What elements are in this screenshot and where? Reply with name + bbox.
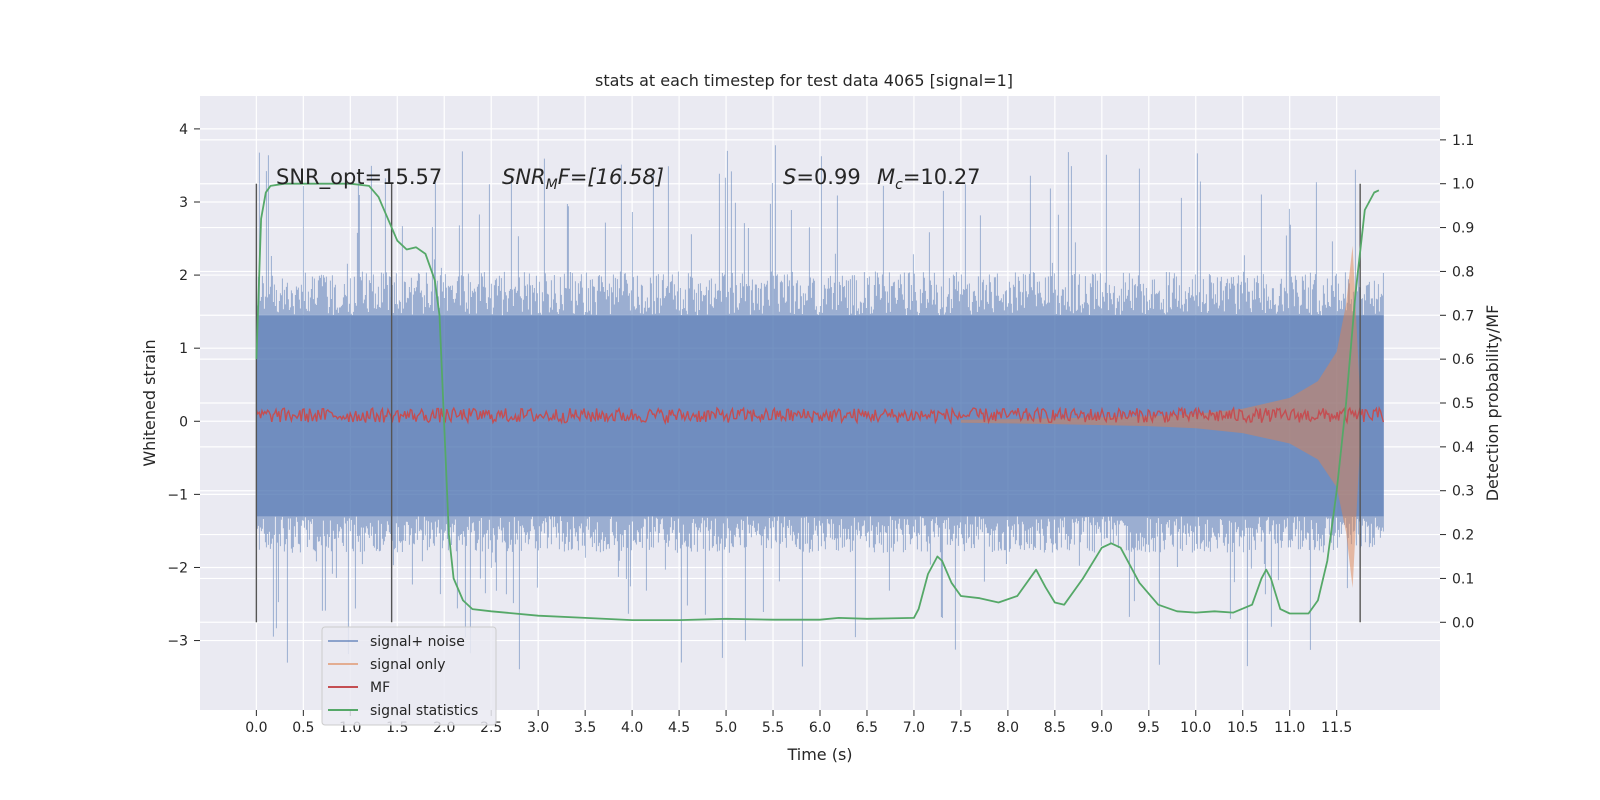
y-axis-left: 4 3 2 1 0 −1 −2 −3 bbox=[167, 122, 200, 650]
legend-label: MF bbox=[370, 680, 390, 696]
signal-only-area bbox=[960, 245, 1361, 588]
x-tick-label: 6.0 bbox=[809, 720, 831, 736]
x-tick-label: 7.0 bbox=[903, 720, 925, 736]
y2-tick-label: 1.0 bbox=[1452, 177, 1474, 193]
annotation-s: S=0.99 bbox=[783, 165, 861, 189]
y2-tick-label: 0.0 bbox=[1452, 615, 1474, 631]
x-tick-label: 10.0 bbox=[1180, 720, 1211, 736]
y-tick-label: 4 bbox=[179, 122, 188, 138]
x-tick-label: 4.5 bbox=[668, 720, 690, 736]
x-tick-label: 0.0 bbox=[245, 720, 267, 736]
annotation-snr-mf-sub: M bbox=[546, 177, 558, 193]
legend-label: signal only bbox=[370, 657, 445, 673]
y-axis-right: 1.1 1.0 0.9 0.8 0.7 0.6 0.5 0.4 0.3 0.2 0.1 0.0 bbox=[1440, 133, 1474, 631]
x-tick-label: 5.5 bbox=[762, 720, 784, 736]
y-tick-label: 3 bbox=[179, 195, 188, 211]
annotation-s-val: =0.99 bbox=[796, 165, 860, 189]
y-tick-label: 0 bbox=[179, 414, 188, 430]
annotation-snr-mf-rest: F=[16.58] bbox=[558, 165, 664, 189]
x-tick-label: 10.5 bbox=[1227, 720, 1258, 736]
y2-tick-label: 1.1 bbox=[1452, 133, 1474, 149]
x-tick-label: 11.0 bbox=[1274, 720, 1305, 736]
x-tick-label: 9.5 bbox=[1138, 720, 1160, 736]
legend-box bbox=[321, 626, 497, 726]
y-tick-label: 2 bbox=[179, 268, 188, 284]
annotation-mc-sub: c bbox=[895, 177, 903, 193]
annotation-snr-mf-base: SNR bbox=[502, 165, 546, 189]
x-tick-label: 0.5 bbox=[292, 720, 314, 736]
y2-tick-label: 0.2 bbox=[1452, 528, 1474, 544]
x-tick-label: 6.5 bbox=[856, 720, 878, 736]
chart-title: stats at each timestep for test data 406… bbox=[595, 71, 1013, 90]
annotation-mc-sym: M bbox=[877, 165, 895, 189]
y2-axis-label: Detection probability/MF bbox=[1483, 305, 1502, 502]
annotation-mc-val: =10.27 bbox=[903, 165, 981, 189]
y-tick-label: 1 bbox=[179, 341, 188, 357]
legend-label: signal statistics bbox=[370, 703, 478, 719]
signal-statistics-series bbox=[255, 182, 1380, 621]
x-tick-label: 8.0 bbox=[997, 720, 1019, 736]
x-axis-label: Time (s) bbox=[786, 745, 852, 764]
x-tick-label: 3.0 bbox=[527, 720, 549, 736]
x-tick-label: 9.0 bbox=[1091, 720, 1113, 736]
y2-tick-label: 0.4 bbox=[1452, 440, 1474, 456]
legend: signal+ noise signal only MF signal statist… bbox=[321, 626, 497, 726]
y-axis-label: Whitened strain bbox=[140, 339, 159, 466]
y-tick-label: −3 bbox=[167, 634, 188, 650]
annotation-s-sym: S bbox=[783, 165, 796, 189]
y2-tick-label: 0.5 bbox=[1452, 396, 1474, 412]
signal-statistics-line bbox=[255, 182, 1380, 621]
x-tick-label: 8.5 bbox=[1044, 720, 1066, 736]
legend-label: signal+ noise bbox=[370, 634, 465, 650]
y-tick-label: −1 bbox=[167, 487, 188, 503]
y2-tick-label: 0.7 bbox=[1452, 308, 1474, 324]
annotations: SNR_opt=15.57 SNRMF=[16.58] S=0.99 Mc=10… bbox=[276, 165, 981, 193]
annotation-mc: Mc=10.27 bbox=[877, 165, 981, 193]
signal-only-series bbox=[960, 245, 1361, 588]
y-tick-label: −2 bbox=[167, 560, 188, 576]
x-tick-label: 7.5 bbox=[950, 720, 972, 736]
y2-tick-label: 0.3 bbox=[1452, 484, 1474, 500]
y2-tick-label: 0.8 bbox=[1452, 264, 1474, 280]
x-tick-label: 11.5 bbox=[1321, 720, 1352, 736]
annotation-snr-mf: SNRMF=[16.58] bbox=[502, 165, 664, 193]
x-tick-label: 3.5 bbox=[574, 720, 596, 736]
x-tick-label: 5.0 bbox=[715, 720, 737, 736]
x-tick-label: 4.0 bbox=[621, 720, 643, 736]
y2-tick-label: 0.1 bbox=[1452, 571, 1474, 587]
annotation-snr-opt: SNR_opt=15.57 bbox=[276, 165, 442, 190]
x-axis: 0.0 0.5 1.0 1.5 2.0 2.5 3.0 3.5 4.0 4.5 5.0 5.5 6.0 6… bbox=[245, 710, 1352, 736]
y2-tick-label: 0.6 bbox=[1452, 352, 1474, 368]
y2-tick-label: 0.9 bbox=[1452, 221, 1474, 237]
